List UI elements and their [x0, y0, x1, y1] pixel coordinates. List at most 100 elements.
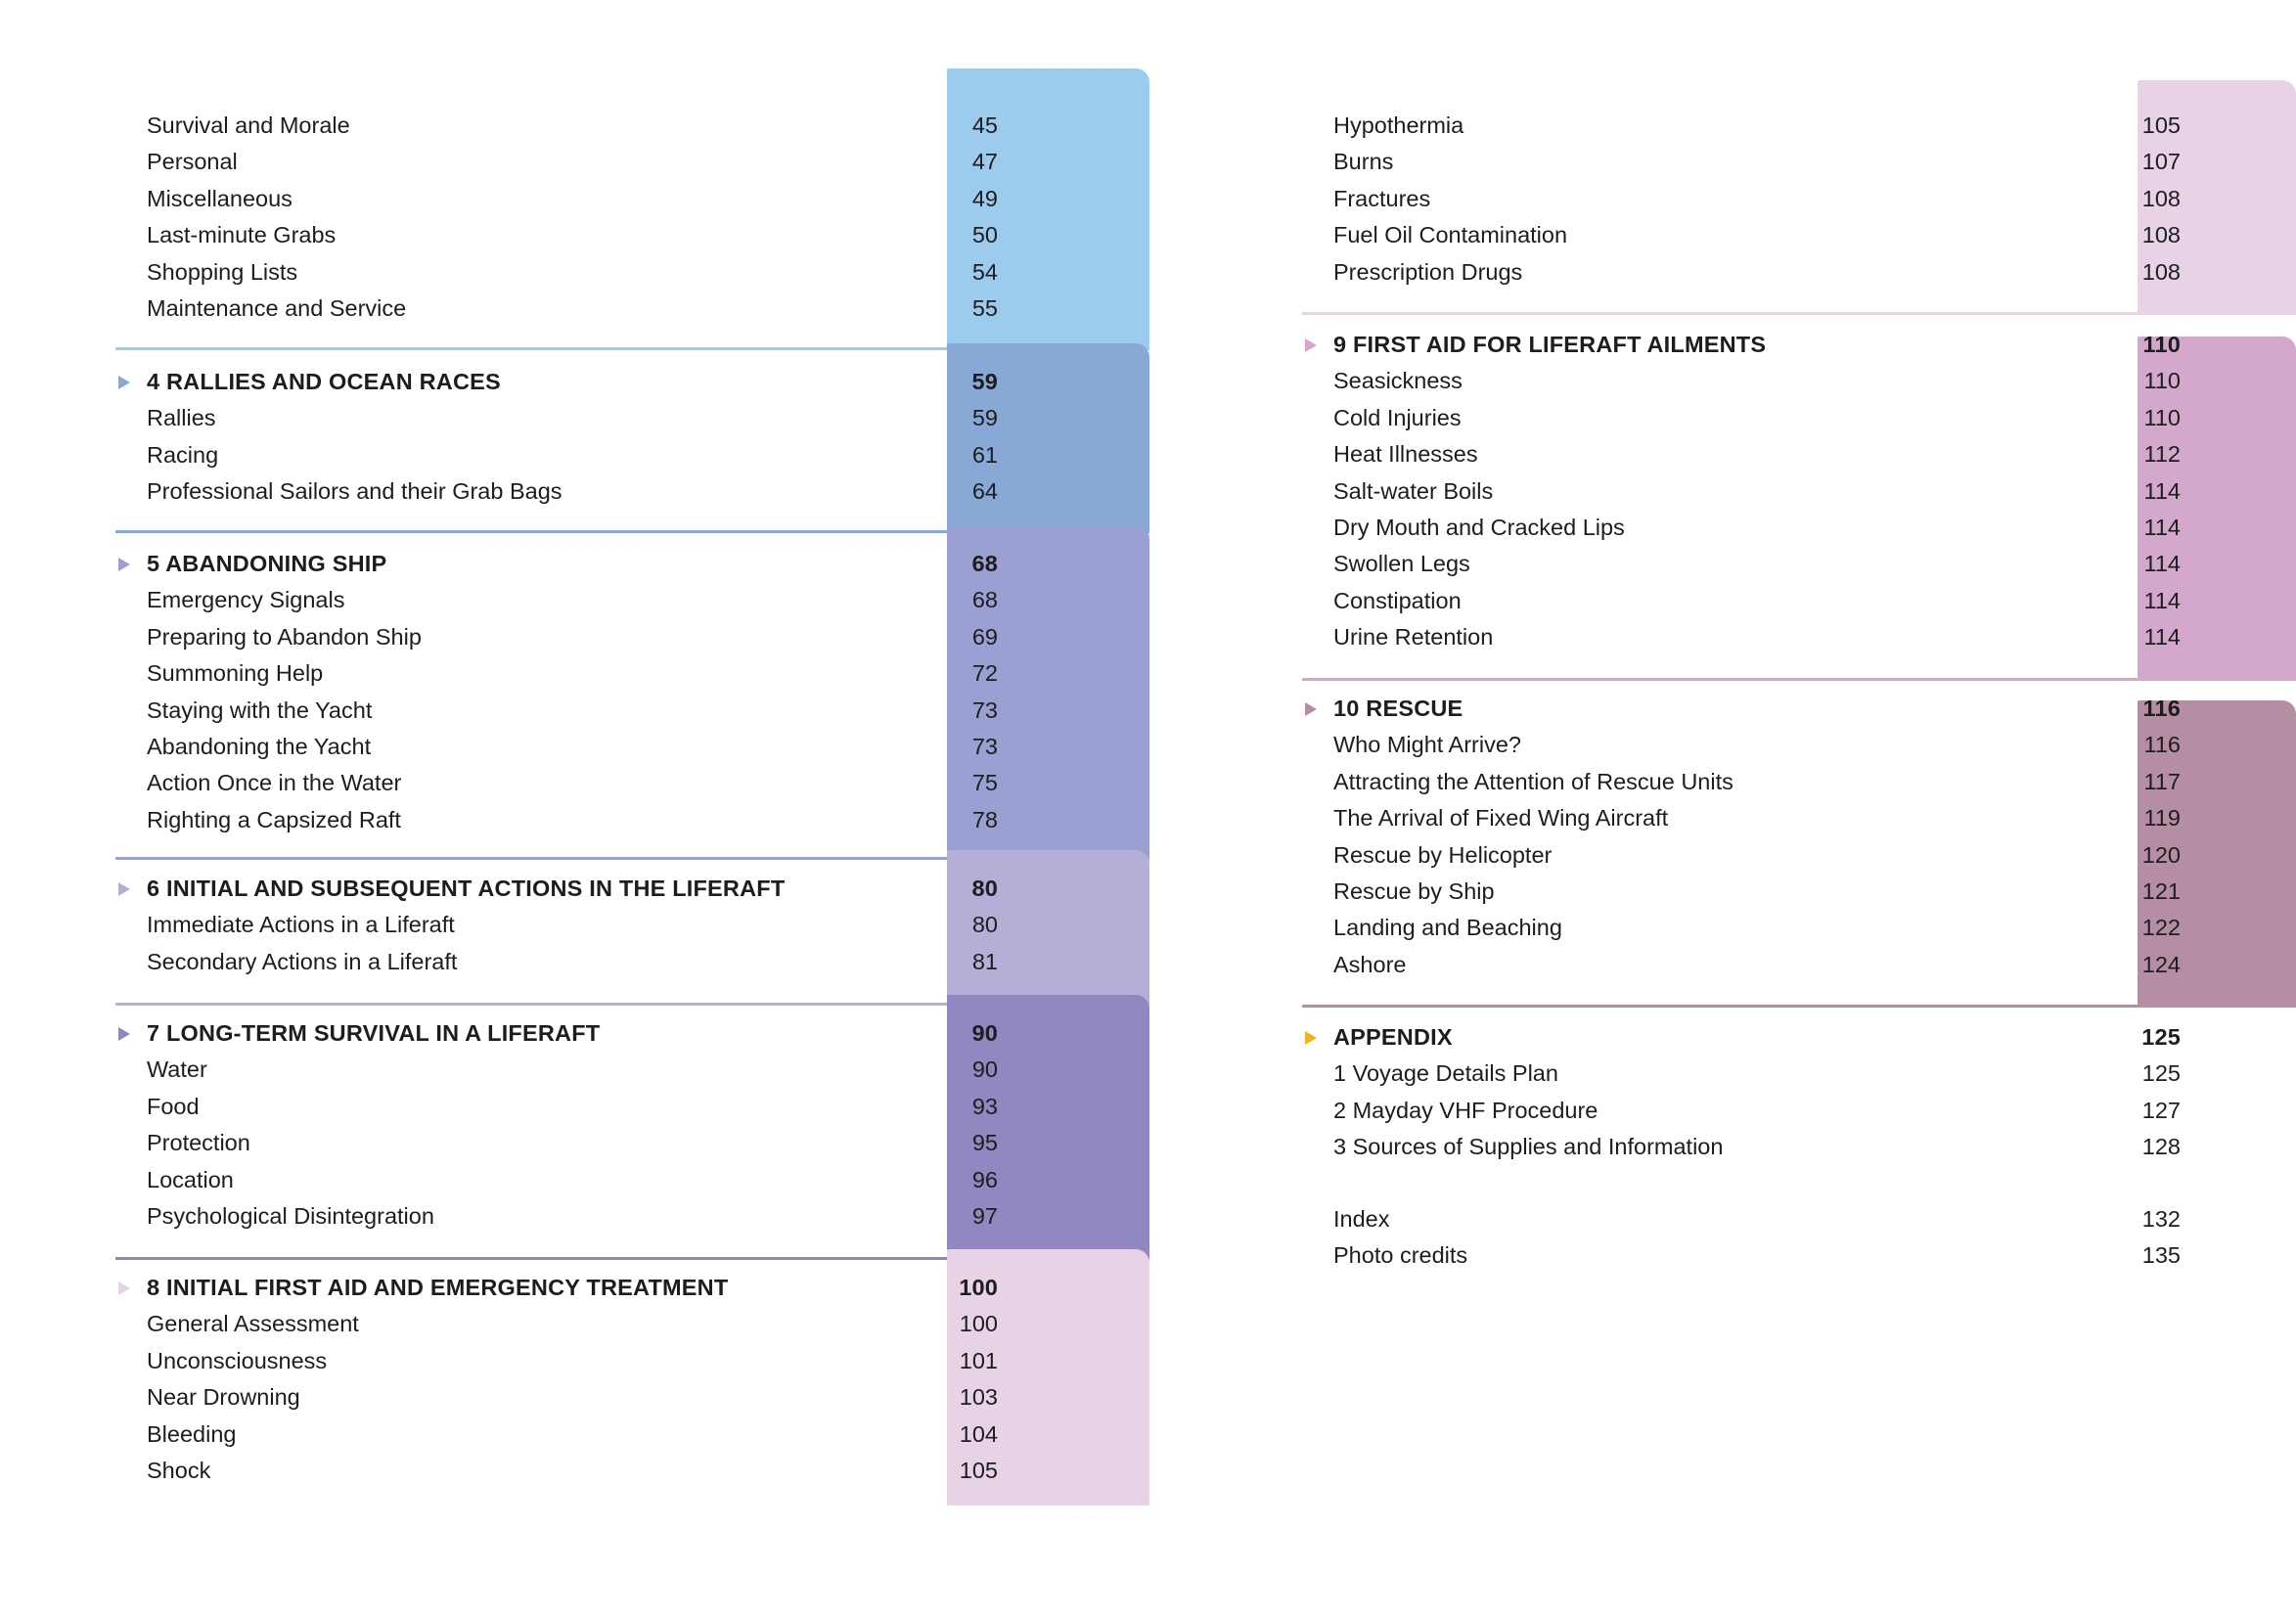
toc-entry[interactable]: Ashore 124 — [1302, 947, 2296, 983]
toc-entry[interactable]: Urine Retention 114 — [1302, 619, 2296, 655]
toc-entry-page: 117 — [2143, 768, 2181, 794]
toc-entry[interactable]: 2 Mayday VHF Procedure 127 — [1302, 1093, 2296, 1129]
toc-entry[interactable]: Salt-water Boils 114 — [1302, 473, 2296, 510]
toc-entry[interactable]: Professional Sailors and their Grab Bags… — [115, 473, 1149, 510]
toc-entry[interactable]: Psychological Disintegration 97 — [115, 1198, 1149, 1235]
toc-entry[interactable]: Attracting the Attention of Rescue Units… — [1302, 764, 2296, 800]
chapter-heading[interactable]: 6 INITIAL AND SUBSEQUENT ACTIONS IN THE … — [115, 871, 1149, 907]
chapter-heading[interactable]: 4 RALLIES AND OCEAN RACES 59 — [115, 364, 1149, 400]
toc-entry[interactable]: Last-minute Grabs 50 — [115, 217, 1149, 253]
toc-entry-title: Shopping Lists — [147, 258, 298, 285]
toc-block-chapter-10: 10 RESCUE 116 Who Might Arrive? 116 Attrac… — [1302, 691, 2296, 1008]
toc-entry-page: 120 — [2141, 841, 2181, 868]
toc-entry[interactable]: The Arrival of Fixed Wing Aircraft 119 — [1302, 800, 2296, 836]
chapter-heading[interactable]: 7 LONG-TERM SURVIVAL IN A LIFERAFT 90 — [115, 1015, 1149, 1052]
toc-entry[interactable]: Prescription Drugs 108 — [1302, 254, 2296, 291]
chapter-heading[interactable]: 5 ABANDONING SHIP 68 — [115, 546, 1149, 582]
toc-entry[interactable]: Rescue by Ship 121 — [1302, 874, 2296, 910]
toc-entry[interactable]: Shopping Lists 54 — [115, 254, 1149, 291]
toc-entry[interactable]: 3 Sources of Supplies and Information 128 — [1302, 1129, 2296, 1165]
chapter-page: 125 — [2141, 1024, 2181, 1050]
chapter-heading[interactable]: 8 INITIAL FIRST AID AND EMERGENCY TREATM… — [115, 1270, 1149, 1306]
toc-entry-page: 110 — [2143, 368, 2181, 394]
toc-entry[interactable]: Seasickness 110 — [1302, 363, 2296, 399]
toc-block-survival: Survival and Morale 45 Personal 47 Miscell… — [115, 68, 1149, 350]
toc-entry-title: Near Drowning — [147, 1384, 300, 1411]
toc-entry[interactable]: Heat Illnesses 112 — [1302, 436, 2296, 472]
chapter-heading[interactable]: 9 FIRST AID FOR LIFERAFT AILMENTS 110 — [1302, 327, 2296, 363]
chapter-title: 9 FIRST AID FOR LIFERAFT AILMENTS — [1333, 332, 1767, 357]
section-divider — [115, 1257, 1149, 1260]
toc-entry-title: Miscellaneous — [147, 185, 293, 211]
toc-entry[interactable]: Location 96 — [115, 1162, 1149, 1198]
chapter-title: 6 INITIAL AND SUBSEQUENT ACTIONS IN THE … — [147, 876, 786, 901]
chapter-title: APPENDIX — [1333, 1024, 1453, 1050]
toc-entry[interactable]: Righting a Capsized Raft 78 — [115, 802, 1149, 838]
toc-entry[interactable]: Maintenance and Service 55 — [115, 291, 1149, 327]
toc-entry[interactable]: Immediate Actions in a Liferaft 80 — [115, 907, 1149, 943]
toc-entry-page: 72 — [971, 660, 998, 687]
toc-entry[interactable]: Index 132 — [1302, 1201, 2296, 1237]
toc-entry-title: Photo credits — [1333, 1242, 1468, 1269]
toc-entry-title: Dry Mouth and Cracked Lips — [1333, 514, 1625, 540]
toc-entry-title: Emergency Signals — [147, 587, 345, 613]
toc-entry-page: 108 — [2141, 222, 2181, 248]
toc-entry[interactable]: Fuel Oil Contamination 108 — [1302, 217, 2296, 253]
toc-entry-title: Rescue by Helicopter — [1333, 841, 1553, 868]
toc-entry[interactable]: Survival and Morale 45 — [115, 108, 1149, 144]
toc-entry[interactable]: Emergency Signals 68 — [115, 582, 1149, 618]
toc-entry[interactable]: Protection 95 — [115, 1125, 1149, 1161]
toc-entry[interactable]: Who Might Arrive? 116 — [1302, 727, 2296, 763]
toc-block-chapter-8-continued: Hypothermia 105 Burns 107 Fractures 108 Fue… — [1302, 80, 2296, 315]
toc-entry-page: 108 — [2141, 258, 2181, 285]
toc-entry[interactable]: Constipation 114 — [1302, 583, 2296, 619]
toc-entry[interactable]: Fractures 108 — [1302, 181, 2296, 217]
toc-entry-page: 114 — [2143, 624, 2181, 651]
chapter-heading[interactable]: APPENDIX 125 — [1302, 1019, 2296, 1056]
chapter-heading[interactable]: 10 RESCUE 116 — [1302, 691, 2296, 727]
toc-entry-page: 69 — [971, 623, 998, 650]
toc-entry-title: Heat Illnesses — [1333, 441, 1478, 468]
toc-entry[interactable]: Water 90 — [115, 1052, 1149, 1088]
chapter-marker-icon — [118, 1281, 130, 1295]
toc-entry[interactable]: Bleeding 104 — [115, 1416, 1149, 1453]
toc-entry[interactable]: Personal 47 — [115, 144, 1149, 180]
toc-entry[interactable]: Hypothermia 105 — [1302, 108, 2296, 144]
toc-entry-title: Attracting the Attention of Rescue Units — [1333, 768, 1733, 794]
toc-block-chapter-5: 5 ABANDONING SHIP 68 Emergency Signals 68 … — [115, 525, 1149, 861]
toc-entry-title: General Assessment — [147, 1311, 359, 1337]
color-band — [2138, 700, 2296, 1008]
chapter-marker-icon — [118, 1027, 130, 1041]
toc-entry[interactable]: Photo credits 135 — [1302, 1237, 2296, 1274]
toc-entry[interactable]: Shock 105 — [115, 1453, 1149, 1489]
toc-entry[interactable]: Landing and Beaching 122 — [1302, 910, 2296, 946]
toc-entry[interactable]: Rescue by Helicopter 120 — [1302, 837, 2296, 874]
toc-entry[interactable]: Swollen Legs 114 — [1302, 546, 2296, 582]
toc-entry[interactable]: Unconsciousness 101 — [115, 1343, 1149, 1379]
toc-entry[interactable]: General Assessment 100 — [115, 1306, 1149, 1342]
toc-entry-page: 124 — [2141, 951, 2181, 977]
toc-entry[interactable]: Food 93 — [115, 1089, 1149, 1125]
toc-entry[interactable]: Rallies 59 — [115, 400, 1149, 436]
toc-entry[interactable]: Summoning Help 72 — [115, 655, 1149, 692]
toc-entry-page: 105 — [959, 1457, 998, 1483]
toc-entry-title: Cold Injuries — [1333, 404, 1462, 430]
toc-entry-page: 108 — [2141, 185, 2181, 211]
toc-entry[interactable]: Racing 61 — [115, 437, 1149, 473]
toc-entry-title: Seasickness — [1333, 368, 1463, 394]
chapter-marker-icon — [1305, 702, 1317, 716]
toc-entry[interactable]: Dry Mouth and Cracked Lips 114 — [1302, 510, 2296, 546]
toc-entry[interactable]: Staying with the Yacht 73 — [115, 693, 1149, 729]
toc-entry[interactable]: Secondary Actions in a Liferaft 81 — [115, 944, 1149, 980]
toc-block-chapter-6: 6 INITIAL AND SUBSEQUENT ACTIONS IN THE … — [115, 850, 1149, 1006]
toc-entry[interactable]: Burns 107 — [1302, 144, 2296, 180]
toc-entry[interactable]: Near Drowning 103 — [115, 1379, 1149, 1416]
toc-entry[interactable]: Action Once in the Water 75 — [115, 765, 1149, 801]
toc-entry[interactable]: Abandoning the Yacht 73 — [115, 729, 1149, 765]
toc-entry[interactable]: 1 Voyage Details Plan 125 — [1302, 1056, 2296, 1092]
toc-entry[interactable]: Cold Injuries 110 — [1302, 400, 2296, 436]
chapter-page: 68 — [971, 551, 998, 576]
toc-entry[interactable]: Miscellaneous 49 — [115, 181, 1149, 217]
toc-entry[interactable]: Preparing to Abandon Ship 69 — [115, 619, 1149, 655]
toc-entry-title: The Arrival of Fixed Wing Aircraft — [1333, 805, 1669, 831]
